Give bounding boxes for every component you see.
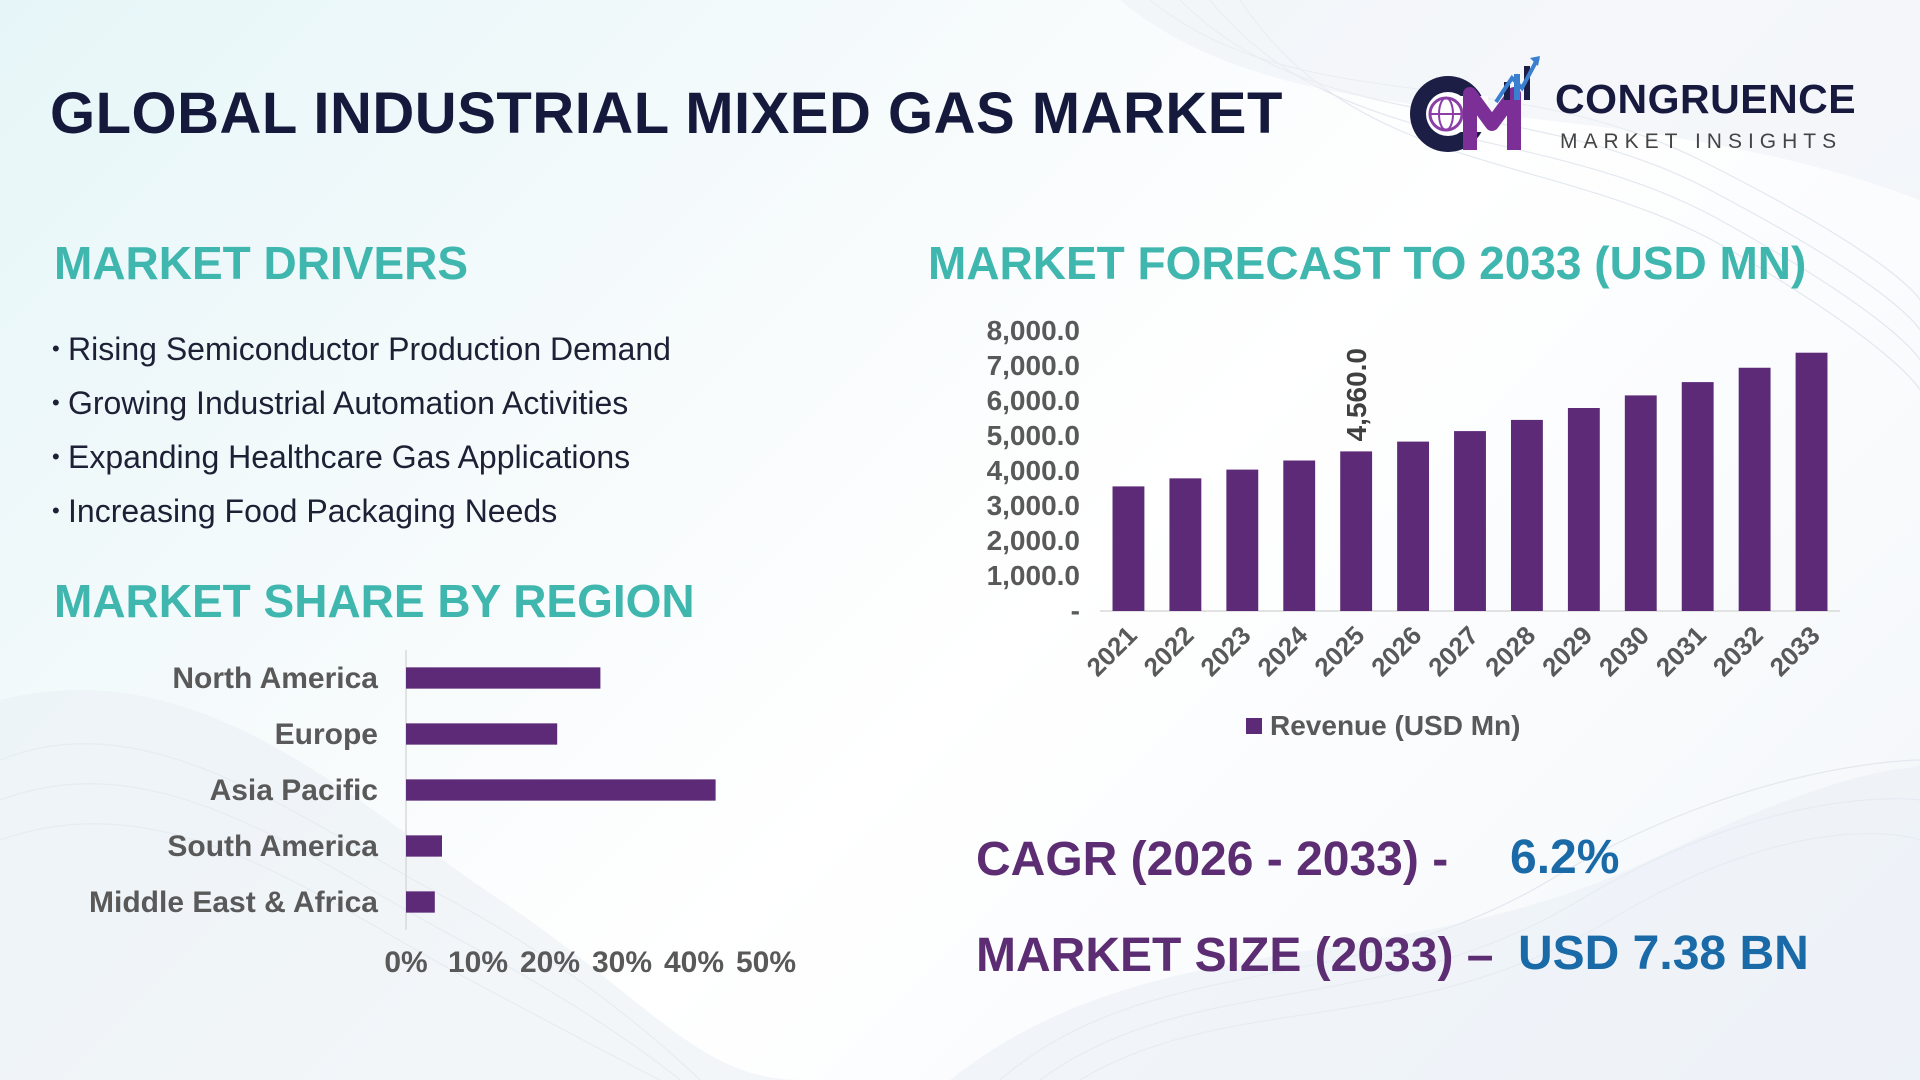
forecast-bar: [1567, 408, 1600, 611]
forecast-bar: [1112, 486, 1145, 611]
drivers-title: MARKET DRIVERS: [54, 237, 469, 289]
x-tick-label: 30%: [592, 946, 652, 979]
forecast-bar: [1283, 460, 1316, 611]
x-tick-label: 2023: [1194, 620, 1256, 682]
logo-name: CONGRUENCE: [1555, 76, 1857, 122]
x-tick-label: 2033: [1764, 620, 1826, 682]
bullet-icon: •: [52, 444, 60, 469]
x-tick-label: 40%: [664, 946, 724, 979]
forecast-bar: [1510, 419, 1543, 611]
x-tick-label: 2030: [1593, 620, 1655, 682]
data-label: 4,560.0: [1341, 348, 1372, 441]
bullet-icon: •: [52, 498, 60, 523]
region-bar-chart: North America Europe Asia Pacific South Ame…: [89, 650, 796, 979]
forecast-chart-title: MARKET FORECAST TO 2033 (USD MN): [928, 237, 1807, 289]
region-label: Europe: [275, 718, 378, 751]
forecast-bar: [1226, 469, 1259, 611]
x-tick-label: 2029: [1536, 620, 1598, 682]
legend-label: Revenue (USD Mn): [1270, 710, 1520, 741]
region-bar: [406, 667, 601, 689]
forecast-bar: [1340, 451, 1373, 611]
forecast-bar: [1454, 431, 1486, 611]
driver-item: • Increasing Food Packaging Needs: [52, 484, 671, 538]
x-tick-label: 2028: [1479, 620, 1541, 682]
x-tick-label: 2022: [1138, 620, 1200, 682]
forecast-bar: [1738, 367, 1771, 611]
forecast-bar: [1397, 441, 1430, 611]
x-tick-label: 10%: [448, 946, 508, 979]
region-bar: [406, 723, 558, 745]
forecast-bar-chart: - 1,000.0 2,000.0 3,000.0 4,000.0 5,000.0 6,00…: [987, 315, 1840, 741]
forecast-bar: [1681, 382, 1714, 611]
y-tick-label: 4,000.0: [987, 455, 1080, 486]
bullet-icon: •: [52, 336, 60, 361]
driver-item: • Growing Industrial Automation Activitie…: [52, 376, 671, 430]
x-tick-label: 2032: [1707, 620, 1769, 682]
forecast-bar: [1795, 352, 1828, 611]
x-tick-label: 2024: [1251, 620, 1313, 682]
driver-item: • Rising Semiconductor Production Demand: [52, 322, 671, 376]
region-bar: [406, 779, 716, 801]
x-tick-label: 2026: [1365, 620, 1427, 682]
forecast-bar: [1624, 395, 1657, 611]
region-bar: [406, 891, 435, 913]
region-label: South America: [167, 830, 378, 863]
x-tick-label: 2021: [1081, 620, 1143, 682]
x-tick-label: 20%: [520, 946, 580, 979]
driver-item: • Expanding Healthcare Gas Applications: [52, 430, 671, 484]
region-label: Asia Pacific: [210, 774, 378, 807]
y-tick-label: -: [1071, 595, 1080, 626]
logo-subtitle: MARKET INSIGHTS: [1560, 130, 1843, 153]
y-tick-label: 7,000.0: [987, 350, 1080, 381]
logo-mark-icon: [1410, 56, 1540, 152]
x-tick-label: 0%: [384, 946, 427, 979]
forecast-bar: [1169, 478, 1202, 611]
cagr-value: 6.2%: [1510, 831, 1620, 884]
page-title: GLOBAL INDUSTRIAL MIXED GAS MARKET: [50, 81, 1283, 146]
y-tick-label: 3,000.0: [987, 490, 1080, 521]
market-size-label: MARKET SIZE (2033) –: [976, 929, 1494, 982]
market-size-value: USD 7.38 BN: [1518, 927, 1809, 980]
y-tick-label: 8,000.0: [987, 315, 1080, 346]
logo: CONGRUENCE MARKET INSIGHTS: [1400, 52, 1870, 162]
region-label: North America: [172, 662, 378, 695]
region-bar: [406, 835, 442, 857]
y-tick-label: 6,000.0: [987, 385, 1080, 416]
y-tick-label: 5,000.0: [987, 420, 1080, 451]
x-tick-label: 2027: [1422, 620, 1484, 682]
region-chart-title: MARKET SHARE BY REGION: [54, 575, 695, 627]
bullet-icon: •: [52, 390, 60, 415]
y-tick-label: 2,000.0: [987, 525, 1080, 556]
x-tick-label: 50%: [736, 946, 796, 979]
legend-swatch: [1246, 718, 1262, 734]
region-label: Middle East & Africa: [89, 886, 378, 919]
drivers-list: • Rising Semiconductor Production Demand …: [52, 322, 671, 538]
cagr-label: CAGR (2026 - 2033) -: [976, 833, 1449, 886]
x-tick-label: 2031: [1650, 620, 1712, 682]
y-tick-label: 1,000.0: [987, 560, 1080, 591]
x-tick-label: 2025: [1308, 620, 1370, 682]
